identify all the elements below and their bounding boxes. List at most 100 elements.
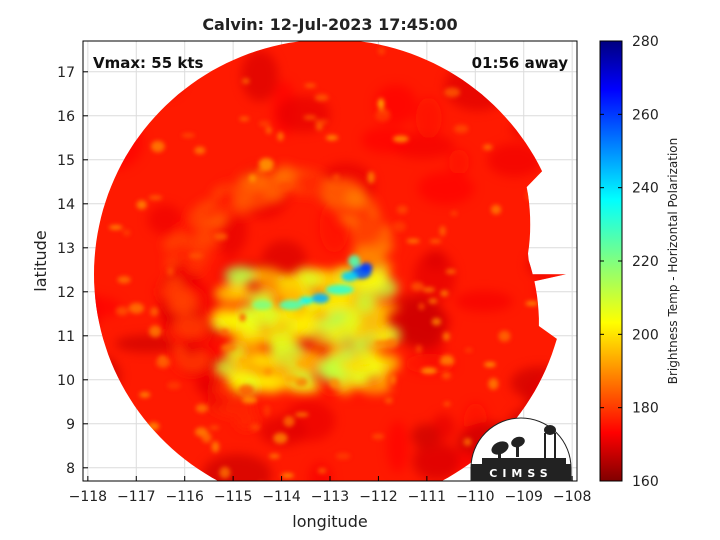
outer-cell <box>442 332 450 341</box>
convective-cell <box>341 310 361 335</box>
cimss-logo: CIMSS <box>470 417 572 482</box>
core-cell <box>341 271 358 282</box>
core-cell <box>360 262 373 273</box>
outer-cell <box>483 144 493 150</box>
outer-cell <box>258 158 274 171</box>
y-tick-label: 12 <box>57 285 75 301</box>
outer-cell <box>411 281 424 292</box>
x-tick-label: −113 <box>311 489 349 505</box>
outer-cell <box>239 358 246 363</box>
x-tick-label: −109 <box>504 489 542 505</box>
y-axis-label: latitude <box>31 230 50 291</box>
outer-cell <box>418 302 425 311</box>
convective-cell <box>273 287 302 302</box>
y-tick-label: 9 <box>66 417 75 433</box>
outer-cell <box>273 432 288 444</box>
inner-core <box>252 255 373 310</box>
x-tick-label: −110 <box>456 489 494 505</box>
outer-cell <box>281 472 294 479</box>
convective-cell <box>223 265 255 285</box>
outer-cell <box>128 302 145 314</box>
time-away-annotation: 01:56 away <box>472 54 569 72</box>
rain-band-cell <box>168 291 197 316</box>
rain-band-cell <box>172 262 186 273</box>
rain-band-cell <box>345 188 368 209</box>
outer-cell <box>263 404 271 417</box>
background-patch <box>487 143 542 177</box>
outer-cell <box>241 78 250 84</box>
rain-band-cell <box>245 171 261 196</box>
convective-cell <box>247 267 282 284</box>
outer-cell <box>220 343 237 352</box>
outer-cell <box>278 182 293 191</box>
convective-cell <box>330 332 344 341</box>
outer-cell <box>195 403 209 413</box>
outer-cell <box>284 375 300 383</box>
outer-cell <box>220 329 229 336</box>
cimss-logo-text: CIMSS <box>489 467 552 480</box>
outer-cell <box>441 371 451 380</box>
outer-cell <box>304 83 316 88</box>
outer-cell <box>384 397 393 404</box>
outer-cell <box>213 232 228 241</box>
x-tick-label: −118 <box>69 489 107 505</box>
outer-cell <box>429 239 442 244</box>
outer-cell <box>250 423 261 431</box>
y-tick-label: 14 <box>57 197 75 213</box>
background-patch <box>94 295 122 320</box>
outer-cell <box>444 87 461 98</box>
outer-cell <box>440 354 454 363</box>
background-patch <box>202 453 272 481</box>
outer-cell <box>372 433 385 440</box>
outer-cell <box>421 367 437 375</box>
convective-cell <box>311 306 328 322</box>
core-cell <box>325 284 354 295</box>
background-patch <box>448 149 470 176</box>
rain-band-cell <box>188 206 209 231</box>
outer-cell <box>450 211 458 216</box>
outer-cell <box>422 287 435 293</box>
background-patch <box>115 334 180 353</box>
outer-cell <box>239 116 250 122</box>
outer-cell <box>385 338 398 348</box>
colorbar-tick-label: 220 <box>632 254 659 270</box>
outer-cell <box>335 452 351 460</box>
outer-cell <box>151 140 165 153</box>
background-patch <box>361 126 411 153</box>
rain-band-cell <box>217 188 235 206</box>
convective-cell <box>351 338 369 350</box>
colorbar-tick-label: 240 <box>632 181 659 197</box>
x-tick-label: −108 <box>553 489 591 505</box>
outer-cell <box>115 306 129 316</box>
convective-cell <box>267 330 296 354</box>
background-patch <box>413 251 456 303</box>
outer-cell <box>377 109 390 115</box>
rain-band-cell <box>167 269 196 280</box>
colorbar-tick-label: 280 <box>632 34 659 50</box>
outer-cell <box>439 225 446 237</box>
outer-cell <box>525 301 539 306</box>
background-patch <box>147 204 182 235</box>
outer-cell <box>464 348 473 353</box>
background-patch <box>412 441 460 481</box>
convective-cell <box>273 315 288 327</box>
colorbar-tick-label: 160 <box>632 474 659 490</box>
convective-cell <box>224 369 260 379</box>
plot-area: −118 −117 −116 −115 −114 −113 −112 −111 −110 −109… <box>57 40 591 505</box>
outer-cell <box>490 204 502 215</box>
convective-cell <box>265 363 291 379</box>
convective-cell <box>294 314 318 335</box>
rain-band-cell <box>168 243 197 263</box>
colorbar-ticks: 160 180 200 220 240 260 280 <box>600 34 659 490</box>
outer-cell <box>443 401 451 407</box>
colorbar-tick-label: 260 <box>632 107 659 123</box>
outer-cell <box>392 221 406 232</box>
colorbar-tick-label: 200 <box>632 327 659 343</box>
convective-cell <box>339 357 373 374</box>
vmax-annotation: Vmax: 55 kts <box>93 54 203 72</box>
outer-band-cells <box>109 47 566 479</box>
background-patch <box>455 290 513 312</box>
outer-cell <box>484 361 496 368</box>
outer-cell <box>167 267 174 276</box>
